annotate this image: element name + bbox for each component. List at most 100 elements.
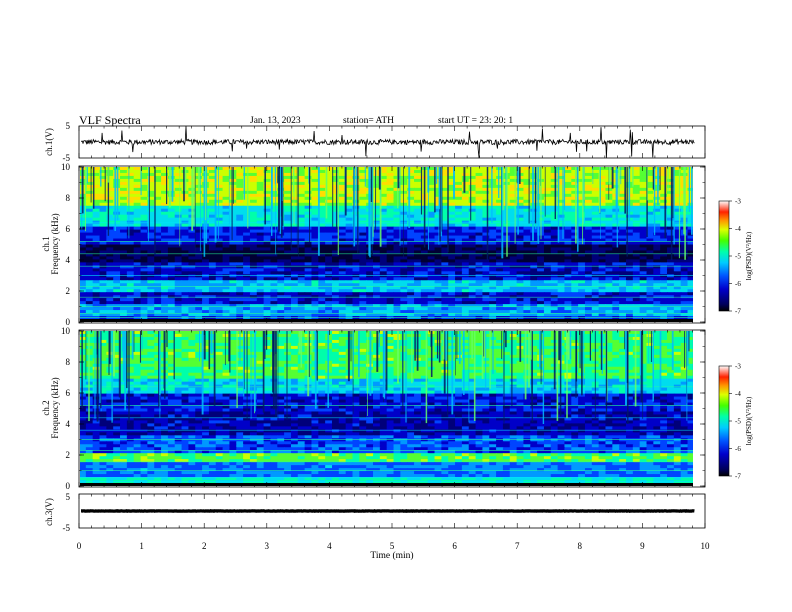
spectrogram-cell bbox=[509, 229, 518, 234]
spectrogram-cell bbox=[680, 301, 689, 305]
spectrogram-cell bbox=[482, 220, 490, 225]
spectrogram-cell bbox=[222, 178, 231, 183]
spectrogram-cell bbox=[311, 196, 319, 201]
spectrogram-cell bbox=[386, 250, 395, 255]
spectrogram-cell bbox=[222, 167, 231, 171]
spectrogram-cell bbox=[113, 304, 121, 308]
spectrogram-cell bbox=[256, 199, 265, 204]
spectrogram-cell bbox=[632, 190, 641, 195]
spectrogram-cell bbox=[359, 208, 367, 213]
spectrogram-cell bbox=[619, 247, 627, 252]
spectrogram-cell bbox=[461, 217, 470, 222]
spectrogram-cell bbox=[304, 238, 313, 243]
spectrogram-cell bbox=[639, 316, 648, 320]
spectrogram-cell bbox=[468, 286, 477, 290]
spectrogram-cell bbox=[550, 235, 559, 240]
spectrogram-cell bbox=[434, 238, 442, 243]
spectrogram-cell bbox=[407, 250, 415, 255]
spectrogram-cell bbox=[331, 247, 340, 252]
spectrogram-cell bbox=[222, 232, 231, 237]
spectrogram-cell bbox=[455, 217, 463, 222]
spectrogram-cell bbox=[270, 298, 278, 302]
spectrogram-cell bbox=[489, 259, 497, 263]
spectrogram-cell bbox=[284, 238, 292, 243]
spectrogram-cell bbox=[140, 259, 148, 263]
spectrogram-cell bbox=[140, 172, 148, 177]
spectrogram-cell bbox=[455, 199, 463, 204]
spectrogram-cell bbox=[386, 268, 395, 272]
spectrogram-cell bbox=[311, 193, 319, 198]
spectrogram-cell bbox=[352, 310, 360, 314]
spectrogram-cell bbox=[270, 232, 278, 237]
spectrogram-cell bbox=[441, 316, 449, 320]
spectrogram-cell bbox=[475, 259, 483, 263]
spectrogram-cell bbox=[414, 277, 422, 281]
spectrogram-cell bbox=[154, 193, 162, 198]
spectrogram-cell bbox=[92, 277, 101, 281]
spectrogram-cell bbox=[612, 232, 620, 237]
spectrogram-cell bbox=[318, 253, 326, 258]
spectrogram-cell bbox=[557, 190, 566, 195]
spectrogram-cell bbox=[475, 208, 483, 213]
spectrogram-cell bbox=[461, 193, 470, 198]
spectrogram-cell bbox=[331, 238, 340, 243]
spectrogram-cell bbox=[311, 250, 319, 255]
spectrogram-cell bbox=[154, 181, 162, 186]
spectrogram-cell bbox=[304, 208, 313, 213]
spectrogram-cell bbox=[270, 199, 278, 204]
spectrogram-cell bbox=[373, 205, 381, 210]
spectrogram-cell bbox=[591, 199, 600, 204]
spectrogram-cell bbox=[249, 193, 258, 198]
spectrogram-cell bbox=[646, 286, 654, 290]
spectrogram-cell bbox=[543, 193, 552, 198]
spectrogram-cell bbox=[441, 271, 449, 275]
spectrogram-cell bbox=[229, 310, 237, 314]
spectrogram-cell bbox=[543, 229, 552, 234]
spectrogram-cell bbox=[290, 226, 299, 231]
spectrogram-cell bbox=[543, 277, 552, 281]
spectrogram-cell bbox=[263, 274, 272, 278]
spectrogram-cell bbox=[632, 244, 641, 249]
spectrogram-cell bbox=[188, 244, 196, 249]
spectrogram-cell bbox=[92, 238, 101, 243]
spectrogram-cell bbox=[236, 292, 244, 296]
spectrogram-cell bbox=[468, 292, 477, 296]
spectrogram-cell bbox=[393, 238, 401, 243]
spectrogram-cell bbox=[277, 307, 285, 311]
spectrogram-cell bbox=[653, 223, 661, 228]
spectrogram-cell bbox=[632, 259, 641, 263]
spectrogram-cell bbox=[331, 313, 340, 317]
spectrogram-cell bbox=[632, 277, 641, 281]
spectrogram-cell bbox=[509, 208, 518, 213]
spectrogram-cell bbox=[407, 211, 415, 216]
spectrogram-cell bbox=[126, 313, 135, 317]
spectrogram-cell bbox=[243, 274, 251, 278]
spectrogram-cell bbox=[181, 277, 189, 281]
spectrogram-cell bbox=[133, 208, 142, 213]
spectrogram-cell bbox=[434, 262, 442, 266]
spectrogram-cell bbox=[605, 283, 613, 287]
spectrogram-cell bbox=[448, 229, 456, 234]
spectrogram-cell bbox=[427, 193, 436, 198]
spectrogram-cell bbox=[284, 175, 292, 180]
spectrogram-cell bbox=[215, 184, 224, 189]
spectrogram-cell bbox=[222, 241, 231, 246]
spectrogram-cell bbox=[284, 181, 292, 186]
spectrogram-cell bbox=[427, 223, 436, 228]
spectrogram-cell bbox=[625, 226, 634, 231]
spectrogram-cell bbox=[496, 220, 504, 225]
spectrogram-cell bbox=[236, 181, 244, 186]
spectrogram-cell bbox=[646, 283, 654, 287]
spectrogram-cell bbox=[85, 187, 94, 192]
spectrogram-cell bbox=[215, 202, 224, 207]
spectrogram-cell bbox=[632, 229, 641, 234]
spectrogram-cell bbox=[318, 208, 326, 213]
spectrogram-cell bbox=[331, 196, 340, 201]
spectrogram-cell bbox=[174, 274, 183, 278]
spectrogram-cell bbox=[222, 214, 231, 219]
spectrogram-cell bbox=[379, 214, 388, 219]
spectrogram-cell bbox=[208, 235, 217, 240]
spectrogram-cell bbox=[85, 184, 94, 189]
spectrogram-cell bbox=[106, 289, 114, 293]
spectrogram-cell bbox=[564, 277, 572, 281]
